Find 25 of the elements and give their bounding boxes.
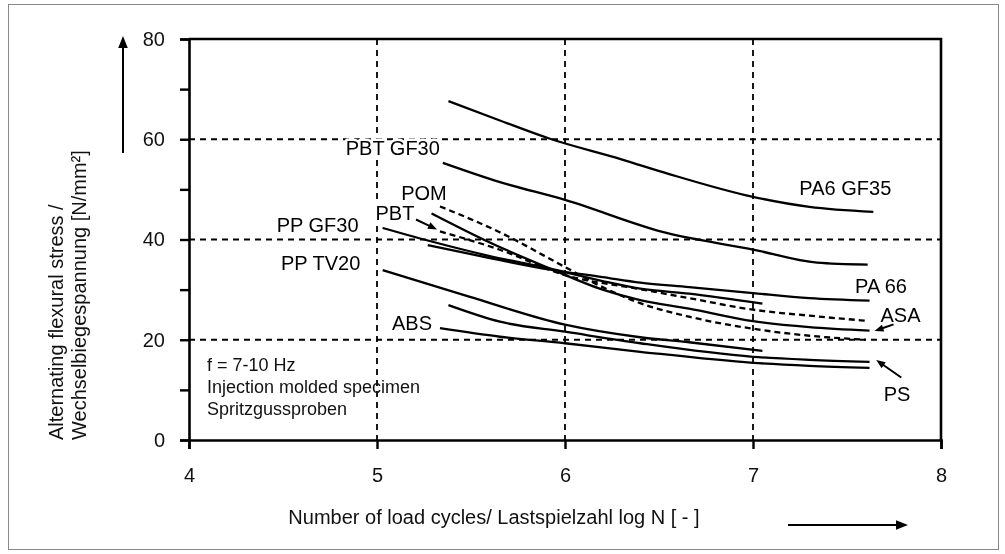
y-axis-title: Alternating flexural stress / Wechselbiegespannung [N/mm²] <box>45 150 90 440</box>
series-label: PS <box>883 383 911 406</box>
annotation: f = 7-10 Hz <box>207 355 296 375</box>
y-tick-label: 20 <box>142 328 165 351</box>
annotation: Spritzgussproben <box>207 399 348 419</box>
y-tick-label: 80 <box>142 27 165 50</box>
y-tick-label: 60 <box>142 128 165 151</box>
annotation: Injection molded specimen <box>207 377 421 397</box>
y-tick-label: 0 <box>153 428 165 451</box>
series-label: ASA <box>880 304 922 327</box>
x-axis-title: Number of load cycles/ Lastspielzahl log N [ - ] <box>288 506 700 528</box>
y-tick-label: 40 <box>142 228 165 251</box>
x-tick-label: 5 <box>371 464 384 487</box>
x-tick-label: 4 <box>183 464 196 487</box>
series-label: PBT GF30 <box>345 136 440 159</box>
x-tick-label: 7 <box>747 464 760 487</box>
series-label: PA 66 <box>855 274 908 297</box>
series-label: PP TV20 <box>280 251 361 274</box>
legend-label: PBT <box>375 202 415 225</box>
x-tick-label: 8 <box>935 464 948 487</box>
x-tick-label: 6 <box>559 464 572 487</box>
series-label: PP GF30 <box>276 213 359 236</box>
series-label: PA6 GF35 <box>799 177 892 200</box>
series-label: POM <box>401 182 447 205</box>
series-label: ABS <box>391 312 432 335</box>
